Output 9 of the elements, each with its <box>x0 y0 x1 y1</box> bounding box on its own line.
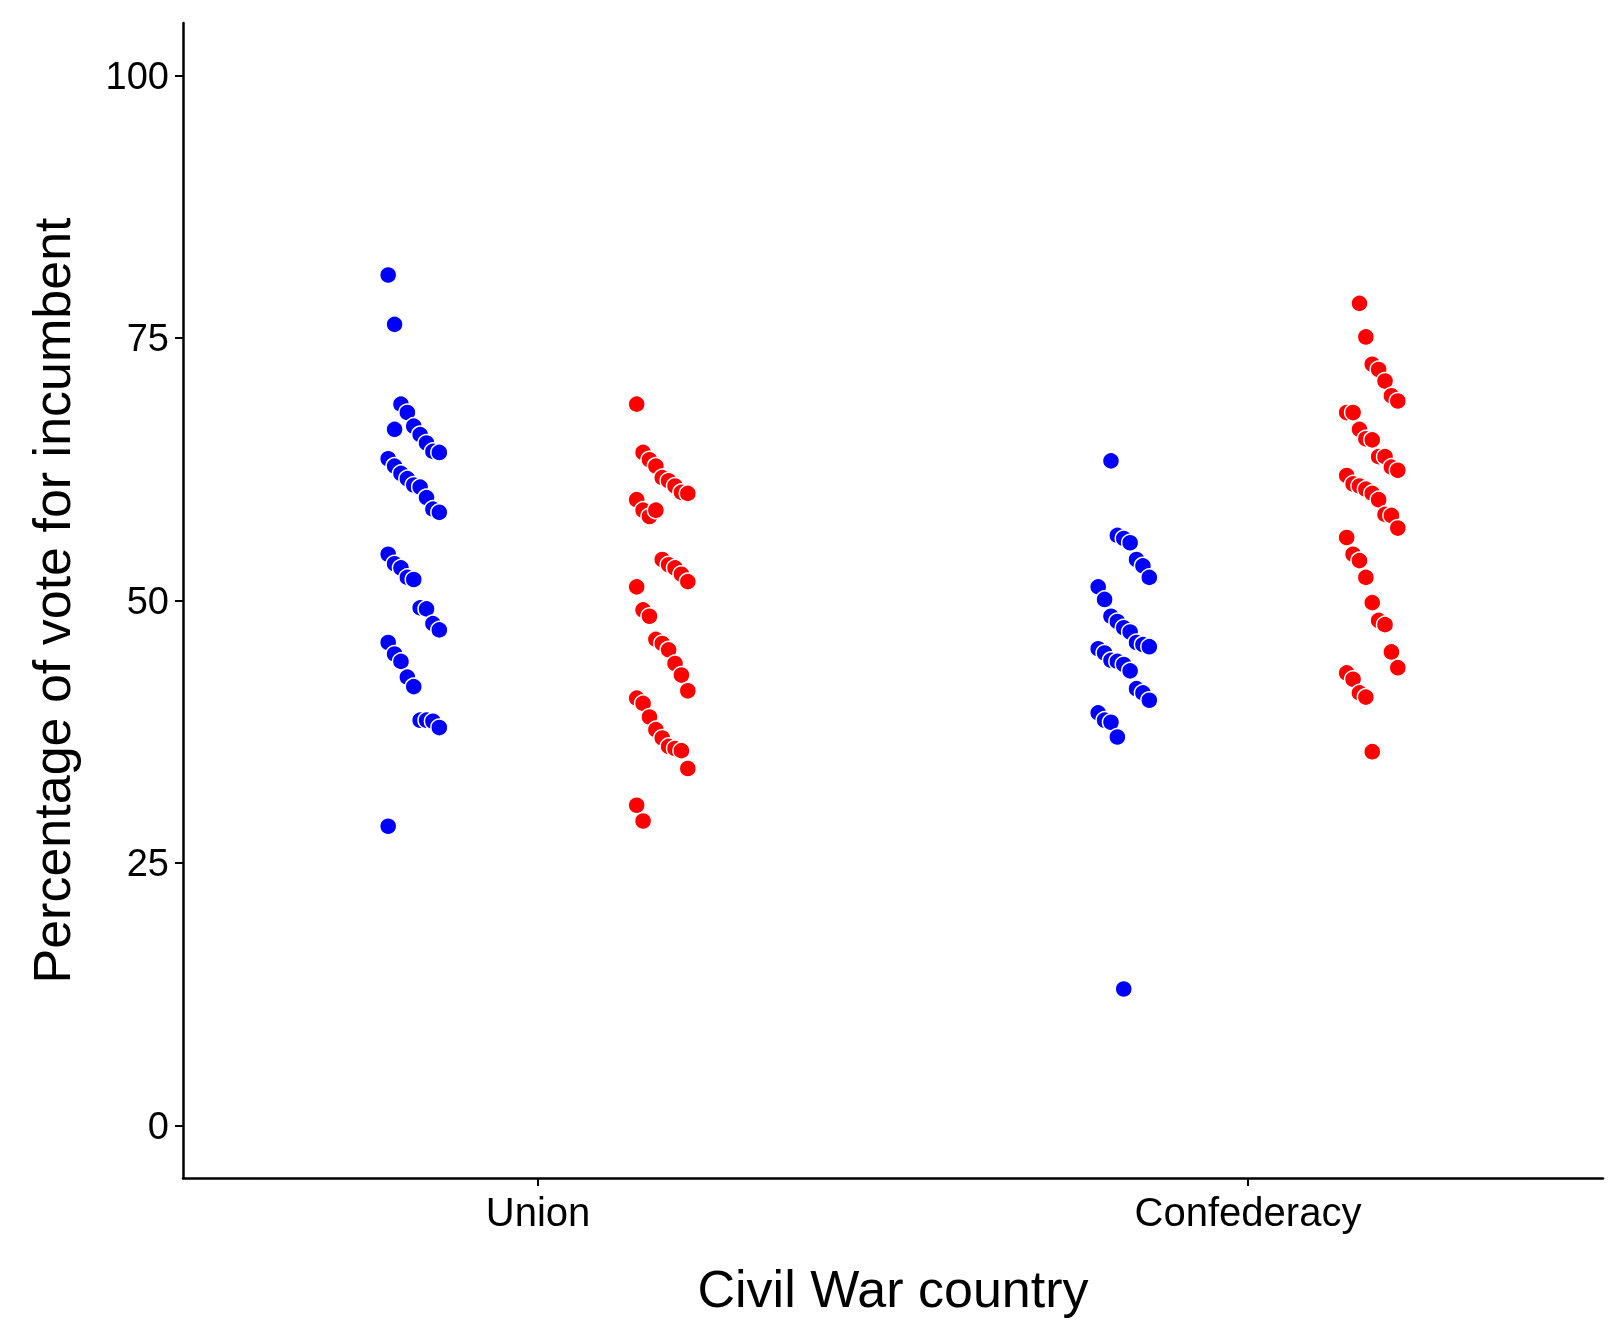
y-axis-title: Percentage of vote for incumbent <box>23 216 81 984</box>
y-tick-label: 50 <box>126 579 169 622</box>
x-tick-label: Confederacy <box>1134 1190 1362 1234</box>
y-tick-label: 25 <box>126 842 169 884</box>
y-tick-label: 0 <box>147 1104 169 1147</box>
y-tick-label: 100 <box>105 54 169 97</box>
y-tick-label: 75 <box>126 317 169 359</box>
x-tick-label: Union <box>485 1190 591 1234</box>
x-axis-title: Civil War country <box>697 1260 1089 1318</box>
